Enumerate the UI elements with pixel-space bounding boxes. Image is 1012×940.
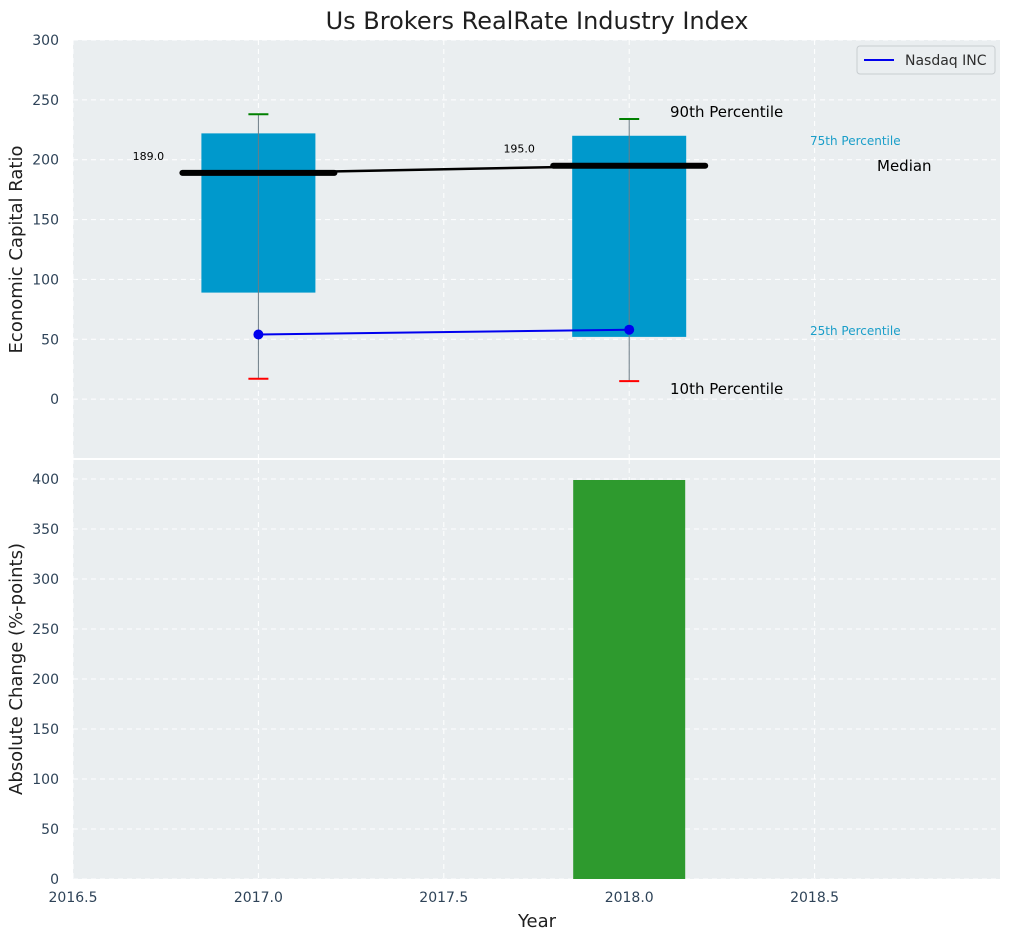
y-tick-label: 50: [41, 822, 59, 838]
x-tick-label: 2018.5: [790, 890, 839, 906]
median-value-label: 189.0: [133, 150, 165, 163]
y-tick-label: 300: [32, 33, 59, 49]
bottom-y-axis-label: Absolute Change (%-points): [6, 543, 27, 795]
y-tick-label: 250: [32, 93, 59, 109]
y-tick-label: 200: [32, 672, 59, 688]
bottom-panel-y-ticks: 0 50 100 150 200 250 300 350 400: [32, 472, 59, 888]
y-tick-label: 250: [32, 622, 59, 638]
percentile-annotations: 90th Percentile 75th Percentile Median 2…: [670, 103, 932, 398]
annotation-90th-percentile: 90th Percentile: [670, 103, 783, 121]
x-tick-label: 2017.5: [419, 890, 468, 906]
annotation-median: Median: [877, 157, 932, 175]
y-tick-label: 200: [32, 153, 59, 169]
y-tick-label: 0: [50, 392, 59, 408]
top-panel-y-ticks: 0 50 100 150 200 250 300: [32, 33, 59, 408]
chart-title: Us Brokers RealRate Industry Index: [326, 7, 749, 35]
y-tick-label: 100: [32, 772, 59, 788]
x-tick-label: 2016.5: [49, 890, 98, 906]
series-point-nasdaq: [624, 324, 635, 335]
series-line-nasdaq: [258, 328, 630, 336]
y-tick-label: 150: [32, 722, 59, 738]
legend-frame: [856, 45, 996, 75]
y-tick-label: 150: [32, 213, 59, 229]
x-axis-label: Year: [517, 911, 557, 932]
y-tick-label: 50: [41, 332, 59, 348]
top-y-axis-label: Economic Capital Ratio: [6, 146, 27, 354]
bottom-panel-marks: [573, 480, 686, 879]
top-panel-marks: 189.0 195.0: [133, 113, 709, 383]
annotation-10th-percentile: 10th Percentile: [670, 380, 783, 398]
y-tick-label: 350: [32, 522, 59, 538]
change-bar: [573, 480, 686, 879]
bottom-panel-background: [73, 460, 1000, 879]
x-axis-ticks: 2016.5 2017.0 2017.5 2018.0 2018.5: [49, 890, 840, 906]
x-tick-label: 2018.0: [605, 890, 654, 906]
x-tick-label: 2017.0: [234, 890, 283, 906]
median-value-label: 195.0: [503, 143, 535, 156]
series-point-nasdaq: [253, 329, 264, 340]
legend: Nasdaq INC: [856, 45, 996, 75]
y-tick-label: 0: [50, 872, 59, 888]
annotation-75th-percentile: 75th Percentile: [810, 134, 901, 148]
y-tick-label: 300: [32, 572, 59, 588]
annotation-25th-percentile: 25th Percentile: [810, 324, 901, 338]
y-tick-label: 400: [32, 472, 59, 488]
y-tick-label: 100: [32, 272, 59, 288]
legend-label-nasdaq: Nasdaq INC: [905, 53, 987, 69]
